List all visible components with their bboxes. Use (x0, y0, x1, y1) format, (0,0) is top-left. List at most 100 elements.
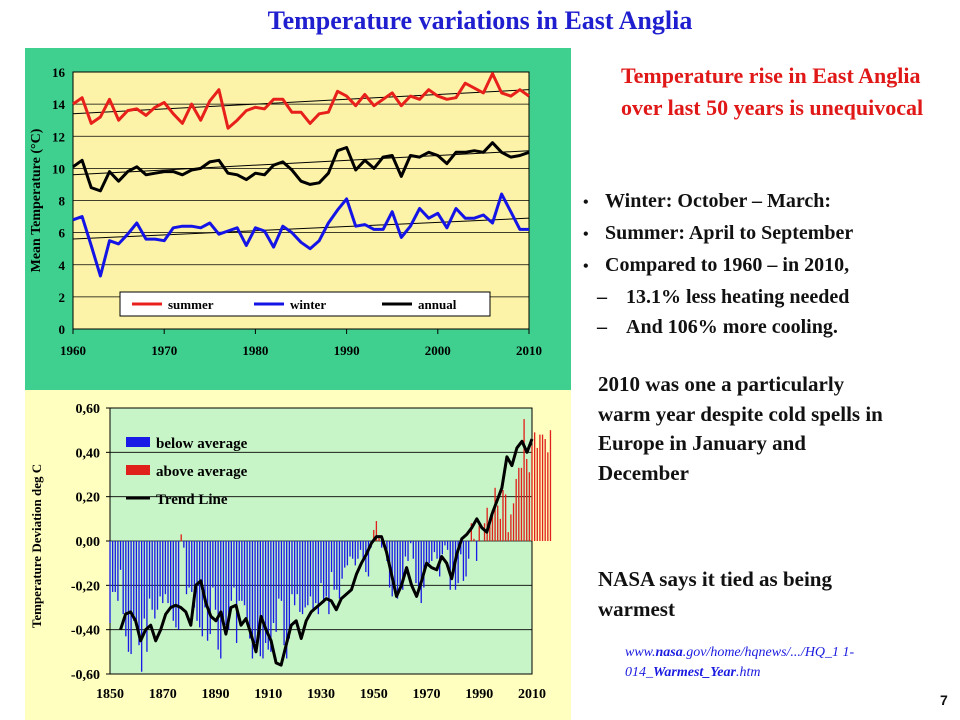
bar-below-average (275, 541, 277, 632)
x-tick-label: 1970 (413, 687, 441, 702)
legend-label: above average (156, 464, 248, 480)
bar-below-average (475, 541, 478, 561)
bar-below-average (172, 541, 174, 621)
bar-below-average (185, 541, 188, 595)
legend-label-winter: winter (290, 297, 326, 312)
y-tick-label: 10 (52, 161, 65, 176)
legend-label: below average (156, 436, 248, 452)
bar-below-average (156, 541, 159, 610)
bar-below-average (322, 541, 325, 604)
bar-below-average (280, 541, 283, 601)
bar-below-average (191, 541, 193, 592)
bar-below-average (220, 541, 222, 659)
bar-below-average (283, 541, 285, 646)
bar-below-average (193, 541, 196, 608)
bar-above-average (375, 521, 378, 541)
bar-above-average (520, 467, 523, 541)
bar-above-average (486, 507, 488, 541)
bar-below-average (394, 541, 396, 592)
bar-below-average (114, 541, 116, 592)
y-tick-label: 0,40 (76, 446, 101, 461)
bar-above-average (502, 490, 504, 541)
y-tick-label: 2 (59, 290, 66, 305)
y-tick-label: -0,60 (71, 668, 100, 683)
bar-below-average (428, 541, 430, 564)
y-tick-label: 14 (52, 97, 66, 112)
bar-below-average (159, 541, 161, 597)
bar-below-average (164, 541, 167, 595)
bar-above-average (483, 523, 486, 541)
bar-below-average (257, 541, 259, 635)
bar-below-average (309, 541, 312, 597)
trend-line-summer (72, 89, 530, 115)
y-tick-label: -0,40 (71, 624, 100, 639)
bar-below-average (367, 541, 370, 577)
bar-above-average (478, 525, 480, 541)
bar-above-average (473, 538, 475, 541)
bar-below-average (362, 541, 364, 561)
bar-below-average (196, 541, 198, 621)
bar-below-average (444, 541, 446, 546)
x-tick-label: 1910 (254, 687, 282, 702)
bar-below-average (148, 541, 151, 599)
bar-below-average (468, 541, 470, 559)
bar-below-average (391, 541, 393, 597)
bar-below-average (359, 541, 362, 550)
bar-below-average (243, 541, 246, 606)
bar-above-average (497, 505, 499, 541)
bar-below-average (119, 541, 122, 570)
bar-below-average (111, 541, 114, 592)
bar-below-average (417, 541, 420, 590)
bar-below-average (206, 541, 209, 641)
bar-below-average (351, 541, 354, 559)
bar-below-average (402, 541, 404, 590)
legend-label-annual: annual (418, 297, 457, 312)
bar-below-average (433, 541, 436, 553)
slide-title: Temperature variations in East Anglia (267, 6, 693, 35)
bar-below-average (133, 541, 135, 621)
bar-below-average (262, 541, 264, 659)
bullet-winter: • Winter: October – March: (583, 186, 960, 218)
bar-below-average (138, 541, 140, 646)
bar-below-average (420, 541, 422, 604)
bar-below-average (293, 541, 296, 606)
bar-below-average (333, 541, 335, 590)
bar-below-average (346, 541, 349, 566)
bar-below-average (143, 541, 145, 619)
page-number: 7 (940, 692, 948, 708)
bar-below-average (228, 541, 230, 630)
bar-above-average (526, 458, 528, 541)
bar-above-average (528, 472, 531, 541)
x-tick-label: 1930 (307, 687, 335, 702)
bar-below-average (135, 541, 138, 621)
bar-below-average (317, 541, 320, 615)
bar-below-average (462, 541, 465, 581)
nasa-source-link[interactable]: www.nasa.gov/home/hqnews/.../HQ_1 1-014_… (625, 645, 855, 680)
bar-below-average (338, 541, 341, 599)
bar-below-average (357, 541, 359, 559)
series-line-winter (72, 192, 529, 278)
bullet-icon: • (583, 226, 589, 243)
bar-below-average (431, 541, 433, 561)
bar-below-average (233, 541, 235, 588)
season-bullets: • Winter: October – March: • Summer: April… (583, 186, 960, 342)
bar-below-average (199, 541, 201, 628)
bar-below-average (396, 541, 399, 599)
bar-below-average (125, 541, 127, 637)
bar-above-average (515, 478, 517, 541)
bar-below-average (404, 541, 407, 557)
y-tick-label: 0,00 (76, 535, 101, 550)
bar-below-average (170, 541, 172, 608)
y-tick-label: 4 (59, 258, 66, 273)
bar-above-average (544, 439, 546, 541)
bar-above-average (470, 523, 472, 541)
bar-above-average (539, 434, 541, 541)
bullet-icon: • (583, 194, 589, 211)
bar-below-average (452, 541, 454, 577)
legend-label-summer: summer (168, 297, 214, 312)
bar-below-average (151, 541, 153, 610)
dash-icon: – (597, 316, 607, 338)
bar-below-average (354, 541, 356, 566)
bar-below-average (441, 541, 443, 555)
y-tick-label: 16 (52, 65, 66, 80)
